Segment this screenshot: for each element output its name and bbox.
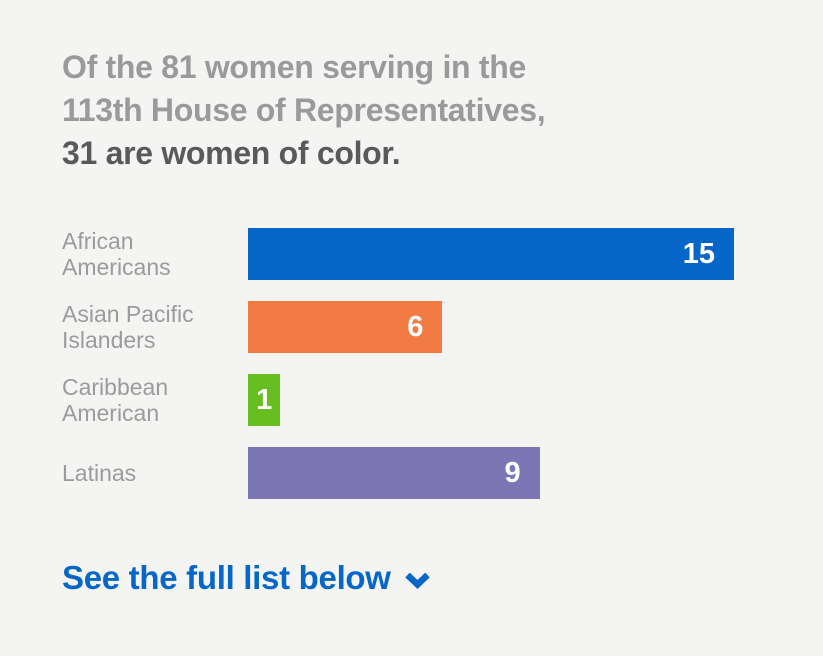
bar-row-caribbean-american: Caribbean American 1 bbox=[62, 374, 734, 426]
bar-value: 9 bbox=[504, 456, 521, 489]
page-title: Of the 81 women serving in the 113th Hou… bbox=[62, 46, 823, 175]
bar-chart: African Americans 15 Asian Pacific Islan… bbox=[62, 228, 734, 499]
bar-row-latinas: Latinas 9 bbox=[62, 447, 734, 499]
title-line-1: Of the 81 women serving in the bbox=[62, 49, 526, 85]
category-label: African Americans bbox=[62, 228, 171, 280]
bar-track: 1 bbox=[248, 374, 734, 426]
bar-value: 1 bbox=[256, 383, 273, 416]
bar-african-americans: 15 bbox=[248, 228, 734, 280]
bar-row-asian-pacific-islanders: Asian Pacific Islanders 6 bbox=[62, 301, 734, 353]
bar-row-african-americans: African Americans 15 bbox=[62, 228, 734, 280]
bar-value: 6 bbox=[407, 310, 424, 343]
chevron-down-icon bbox=[404, 572, 431, 589]
title-line-2: 113th House of Representatives, bbox=[62, 92, 546, 128]
category-label: Asian Pacific Islanders bbox=[62, 301, 194, 353]
bar-track: 6 bbox=[248, 301, 734, 353]
bar-track: 15 bbox=[248, 228, 734, 280]
bar-track: 9 bbox=[248, 447, 734, 499]
bar-asian-pacific-islanders: 6 bbox=[248, 301, 443, 353]
see-full-list-link[interactable]: See the full list below bbox=[62, 559, 431, 597]
category-label: Latinas bbox=[62, 460, 137, 486]
bar-latinas: 9 bbox=[248, 447, 540, 499]
see-full-list-label: See the full list below bbox=[62, 559, 391, 596]
bar-value: 15 bbox=[682, 237, 715, 270]
title-line-emphasis: 31 are women of color. bbox=[62, 135, 401, 171]
category-label: Caribbean American bbox=[62, 374, 169, 426]
bar-caribbean-american: 1 bbox=[248, 374, 281, 426]
